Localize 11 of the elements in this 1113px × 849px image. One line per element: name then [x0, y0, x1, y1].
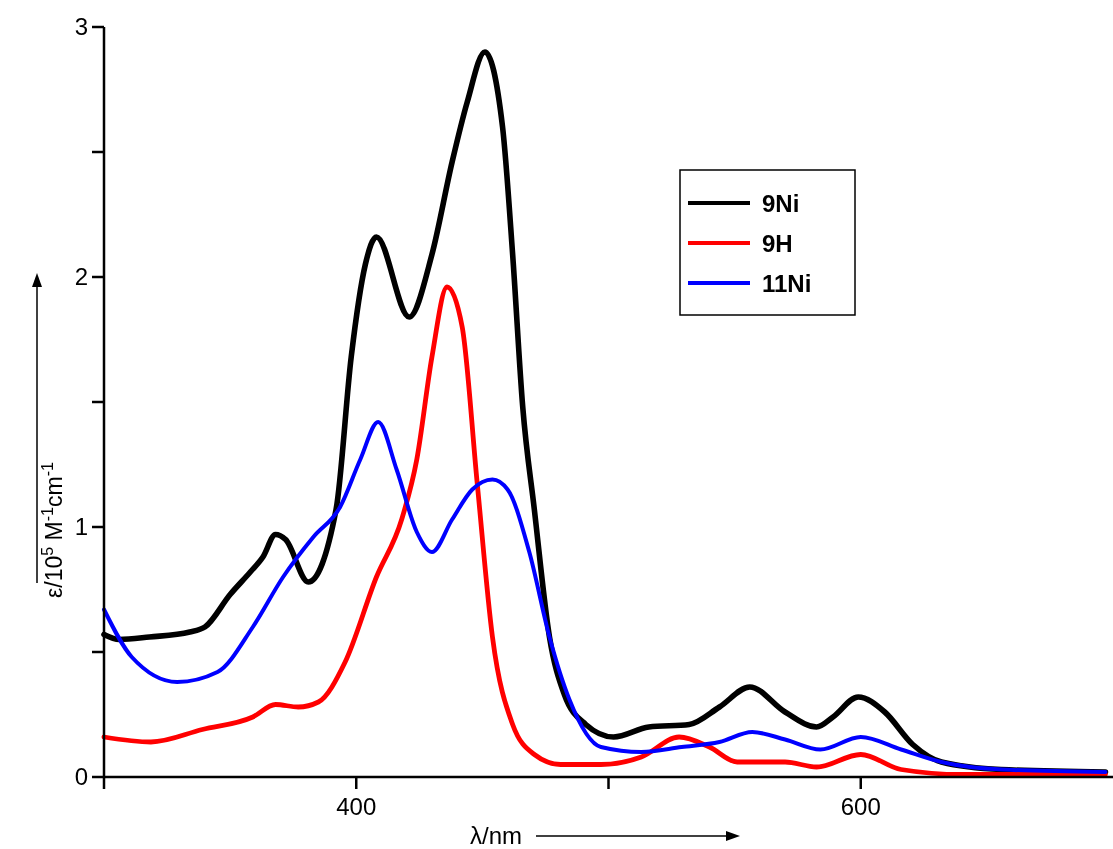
legend-label: 9Ni — [762, 190, 800, 217]
legend-label: 9H — [762, 230, 793, 257]
y-tick-label: 2 — [74, 263, 88, 290]
y-tick-label: 3 — [74, 13, 88, 40]
y-tick-label: 1 — [74, 513, 88, 540]
x-axis-title: λ/nm — [469, 822, 522, 849]
x-tick-label: 400 — [336, 793, 377, 820]
line-series — [102, 420, 1108, 774]
legend-label: 11Ni — [762, 270, 812, 297]
y-tick-label: 0 — [74, 763, 88, 790]
x-tick-label: 600 — [840, 793, 881, 820]
